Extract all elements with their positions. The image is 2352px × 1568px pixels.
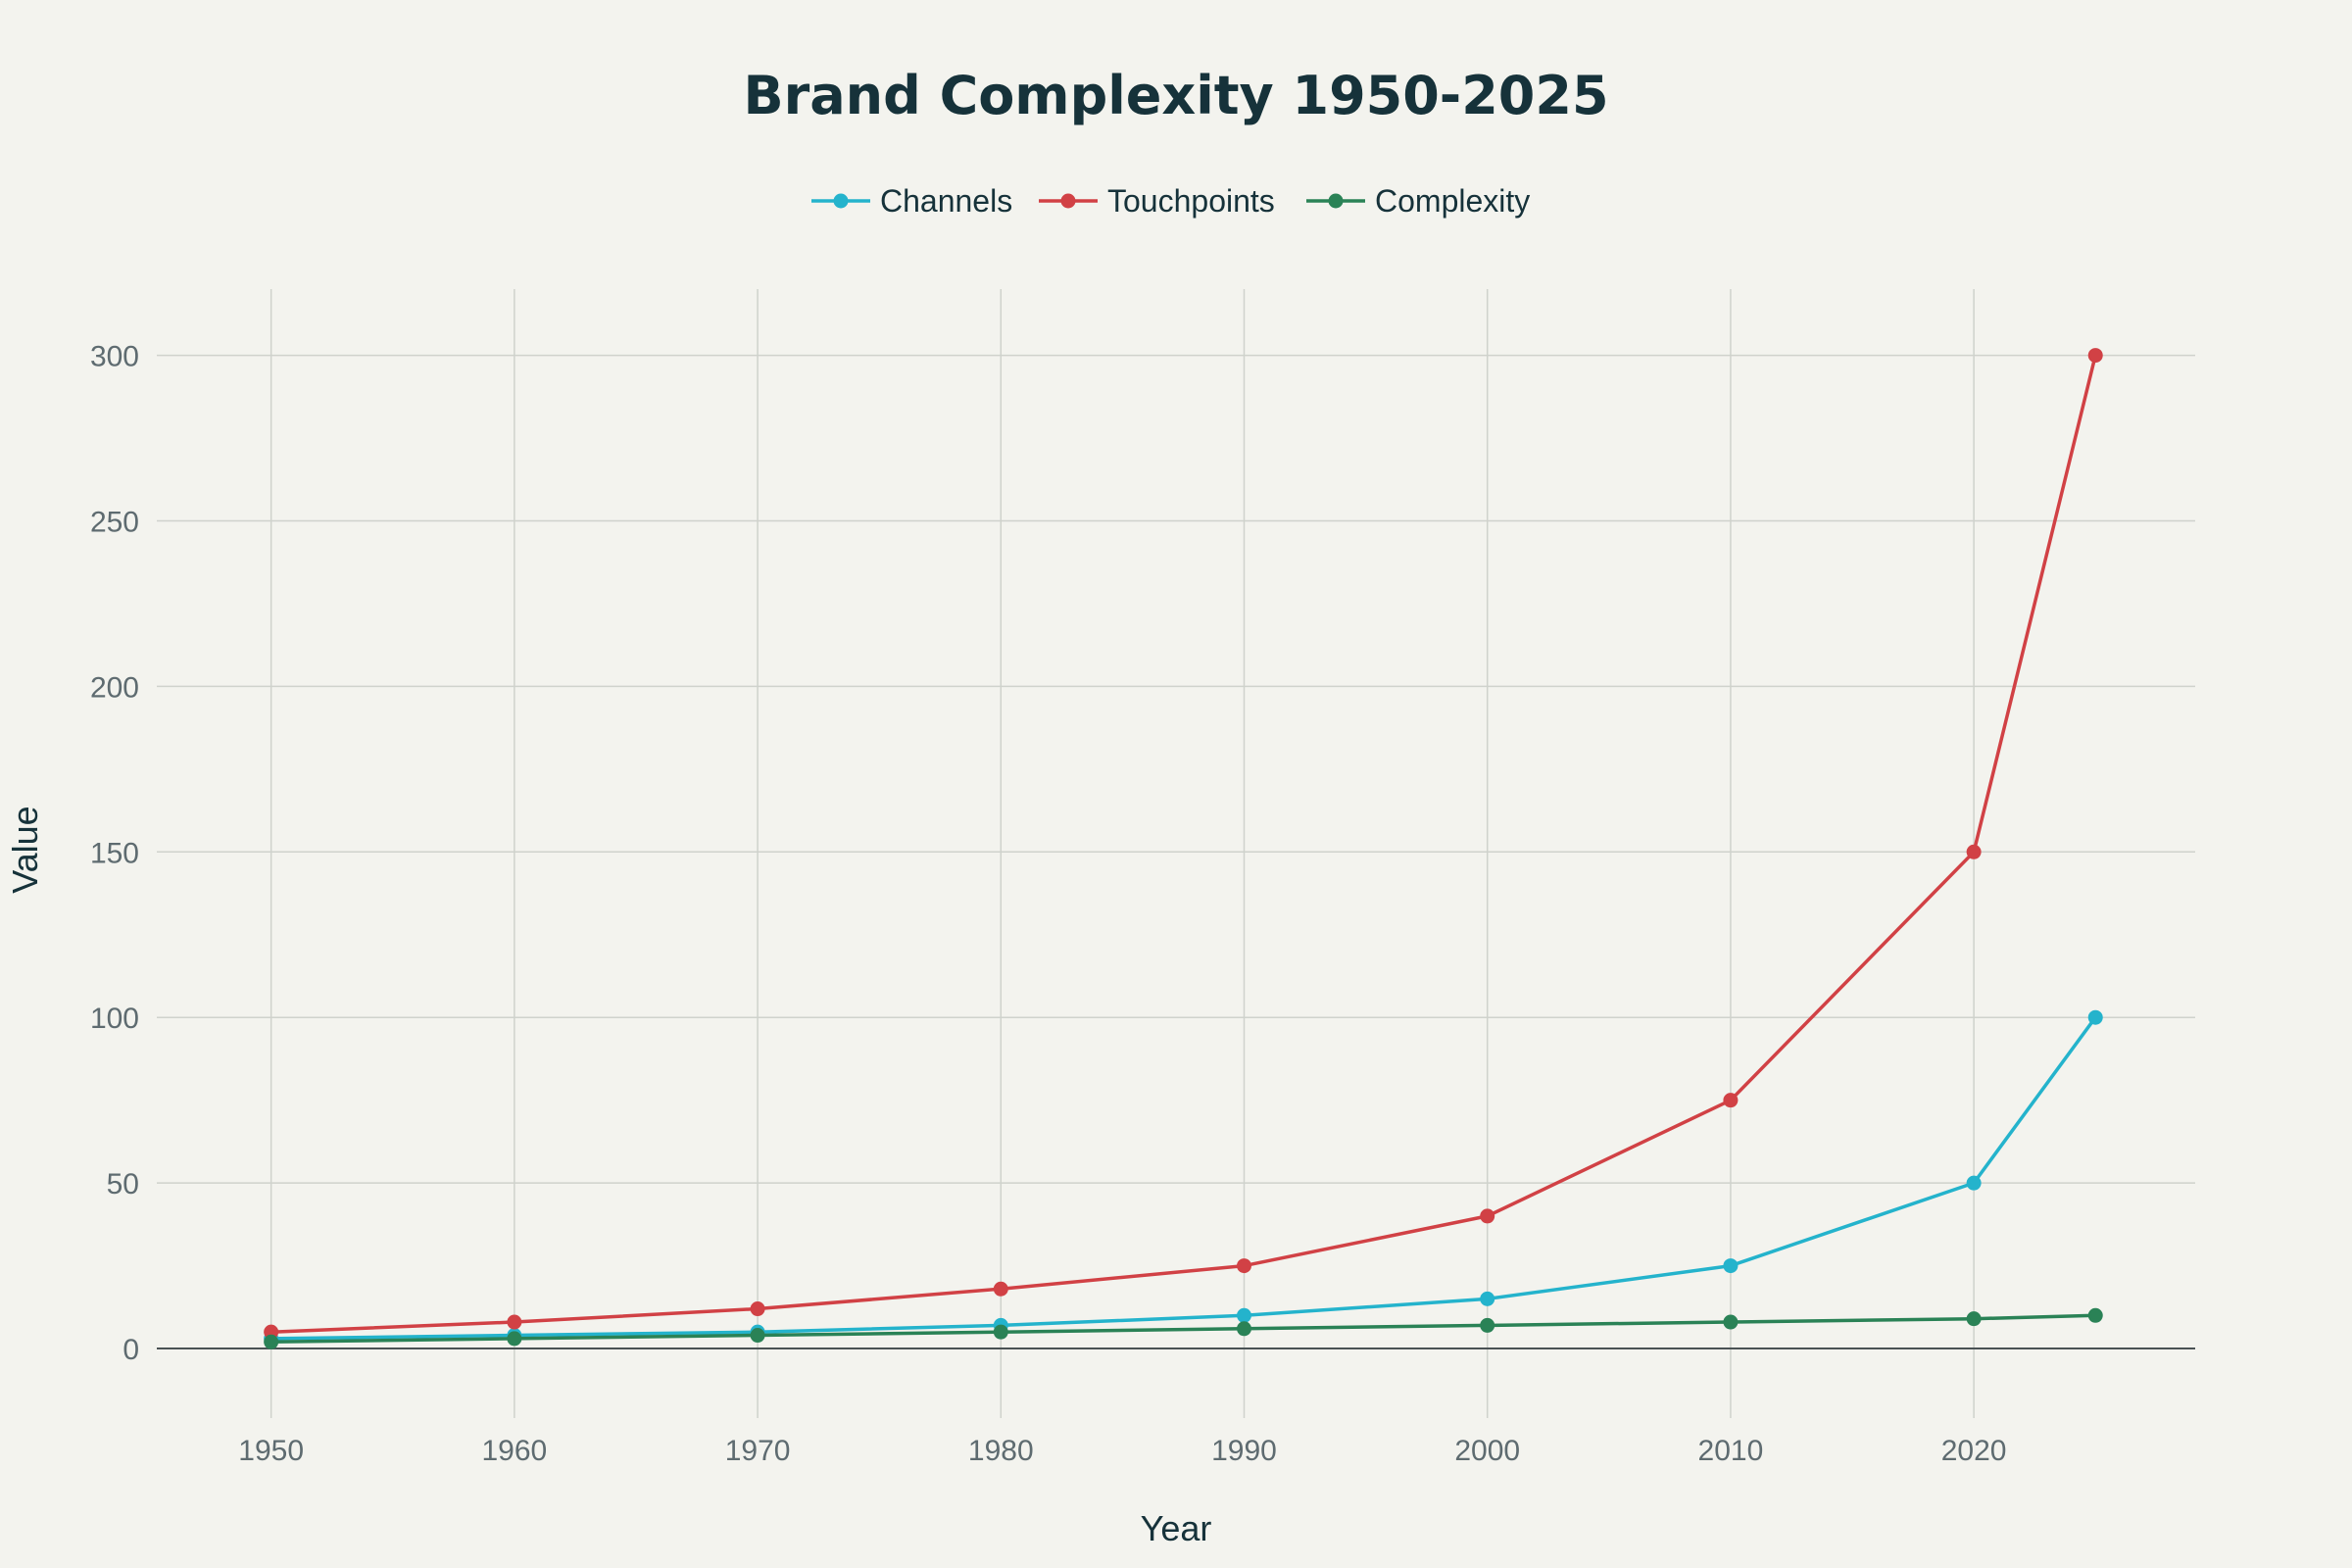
data-point-complexity <box>993 1324 1008 1340</box>
data-point-complexity <box>1480 1317 1495 1333</box>
legend-swatch-marker <box>833 193 849 209</box>
series-touchpoints <box>264 348 2103 1340</box>
y-tick-label: 0 <box>122 1334 139 1366</box>
x-tick-label: 2020 <box>1941 1435 2007 1467</box>
legend-item-complexity: Complexity <box>1306 183 1530 219</box>
x-tick-label: 1950 <box>238 1435 304 1467</box>
data-point-complexity <box>1966 1311 1982 1327</box>
data-point-touchpoints <box>1966 844 1982 859</box>
x-axis-ticks: 1950 1960 1970 1980 1990 2000 2010 2020 <box>238 1435 2006 1467</box>
data-point-touchpoints <box>507 1314 522 1330</box>
data-point-touchpoints <box>1236 1258 1251 1274</box>
chart-title: Brand Complexity 1950-2025 <box>743 65 1608 126</box>
y-tick-label: 250 <box>90 506 139 538</box>
data-point-touchpoints <box>1723 1093 1739 1108</box>
data-point-channels <box>1236 1307 1251 1323</box>
data-point-channels <box>1966 1175 1982 1191</box>
series-group <box>264 348 2103 1349</box>
legend-label: Complexity <box>1375 183 1530 219</box>
x-tick-label: 1990 <box>1211 1435 1277 1467</box>
legend-swatch-marker <box>1328 193 1344 209</box>
data-point-complexity <box>1236 1321 1251 1337</box>
legend-item-channels: Channels <box>811 183 1012 219</box>
x-tick-label: 1980 <box>968 1435 1034 1467</box>
y-tick-label: 200 <box>90 671 139 704</box>
legend: Channels Touchpoints Complexity <box>811 183 1530 219</box>
y-axis-title: Value <box>5 806 45 893</box>
y-tick-label: 300 <box>90 341 139 373</box>
y-tick-label: 100 <box>90 1003 139 1035</box>
legend-label: Touchpoints <box>1107 183 1275 219</box>
x-tick-label: 1960 <box>481 1435 547 1467</box>
data-point-touchpoints <box>1480 1208 1495 1224</box>
data-point-channels <box>2087 1009 2103 1025</box>
series-complexity <box>264 1307 2103 1349</box>
data-point-touchpoints <box>750 1301 765 1317</box>
legend-label: Channels <box>880 183 1012 219</box>
grid <box>157 289 2195 1418</box>
data-point-complexity <box>264 1334 279 1349</box>
x-tick-label: 2000 <box>1454 1435 1520 1467</box>
data-point-complexity <box>750 1328 765 1344</box>
data-point-channels <box>1480 1291 1495 1306</box>
legend-item-touchpoints: Touchpoints <box>1039 183 1275 219</box>
data-point-complexity <box>507 1331 522 1347</box>
data-point-touchpoints <box>2087 348 2103 364</box>
y-tick-label: 50 <box>107 1168 139 1200</box>
y-tick-label: 150 <box>90 837 139 869</box>
x-tick-label: 1970 <box>725 1435 791 1467</box>
x-axis-title: Year <box>1141 1508 1212 1548</box>
y-axis-ticks: 0 50 100 150 200 250 300 <box>90 341 139 1366</box>
series-line-touchpoints <box>269 353 2097 1334</box>
series-line-channels <box>269 1015 2097 1341</box>
data-point-complexity <box>2087 1307 2103 1323</box>
data-point-touchpoints <box>993 1281 1008 1297</box>
series-channels <box>264 1009 2103 1347</box>
legend-swatch-marker <box>1060 193 1076 209</box>
data-point-complexity <box>1723 1314 1739 1330</box>
data-point-channels <box>1723 1258 1739 1274</box>
x-tick-label: 2010 <box>1698 1435 1764 1467</box>
